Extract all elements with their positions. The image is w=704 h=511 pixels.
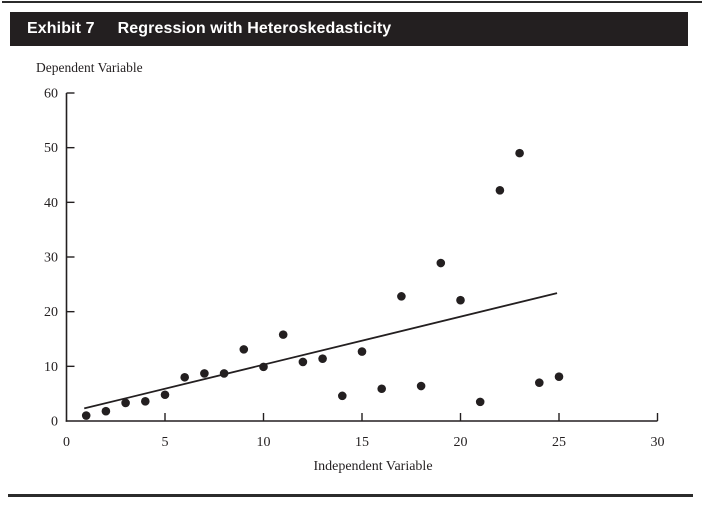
data-point xyxy=(219,369,229,378)
x-tick-label: 10 xyxy=(257,435,271,450)
x-tick-label: 15 xyxy=(355,435,369,450)
data-point xyxy=(81,411,91,420)
data-point xyxy=(121,398,130,408)
data-point xyxy=(535,378,544,388)
data-point xyxy=(357,347,367,356)
data-point xyxy=(377,384,387,394)
x-tick-label: 30 xyxy=(651,435,665,450)
bottom-rule xyxy=(8,494,693,497)
x-tick-label: 25 xyxy=(552,435,566,450)
data-point xyxy=(318,354,327,363)
exhibit-title: Regression with Heteroskedasticity xyxy=(117,20,392,37)
y-tick-label: 0 xyxy=(51,415,58,430)
data-point xyxy=(141,397,150,406)
data-point xyxy=(416,381,426,391)
x-tick-label: 20 xyxy=(454,435,468,450)
data-point xyxy=(259,362,268,372)
regression-line xyxy=(84,292,558,410)
data-point xyxy=(515,148,524,158)
data-point xyxy=(554,372,564,382)
y-tick-label: 60 xyxy=(44,87,58,102)
data-point xyxy=(160,390,170,400)
exhibit-label: Exhibit 7 xyxy=(27,20,95,37)
data-point xyxy=(101,406,111,416)
y-tick-label: 50 xyxy=(44,141,58,156)
x-tick-label: 0 xyxy=(63,435,70,450)
y-tick-label: 20 xyxy=(44,305,58,320)
y-axis-title: Dependent Variable xyxy=(36,60,143,75)
x-tick-label: 5 xyxy=(162,435,169,450)
top-rule xyxy=(2,1,702,3)
data-point xyxy=(475,397,485,407)
data-point xyxy=(239,345,249,354)
y-tick-label: 40 xyxy=(44,196,58,211)
data-point xyxy=(338,391,347,401)
y-tick-label: 10 xyxy=(44,360,58,375)
data-point xyxy=(397,292,406,301)
y-tick-label: 30 xyxy=(44,251,58,266)
data-point xyxy=(456,295,465,305)
data-point xyxy=(278,330,288,339)
data-point xyxy=(180,372,189,382)
exhibit-header: Exhibit 7 Regression with Heteroskedasti… xyxy=(10,12,688,46)
x-axis-title: Independent Variable xyxy=(313,459,432,474)
data-point xyxy=(200,369,209,378)
data-point xyxy=(436,258,446,268)
data-point xyxy=(298,357,308,367)
data-point xyxy=(495,186,505,195)
